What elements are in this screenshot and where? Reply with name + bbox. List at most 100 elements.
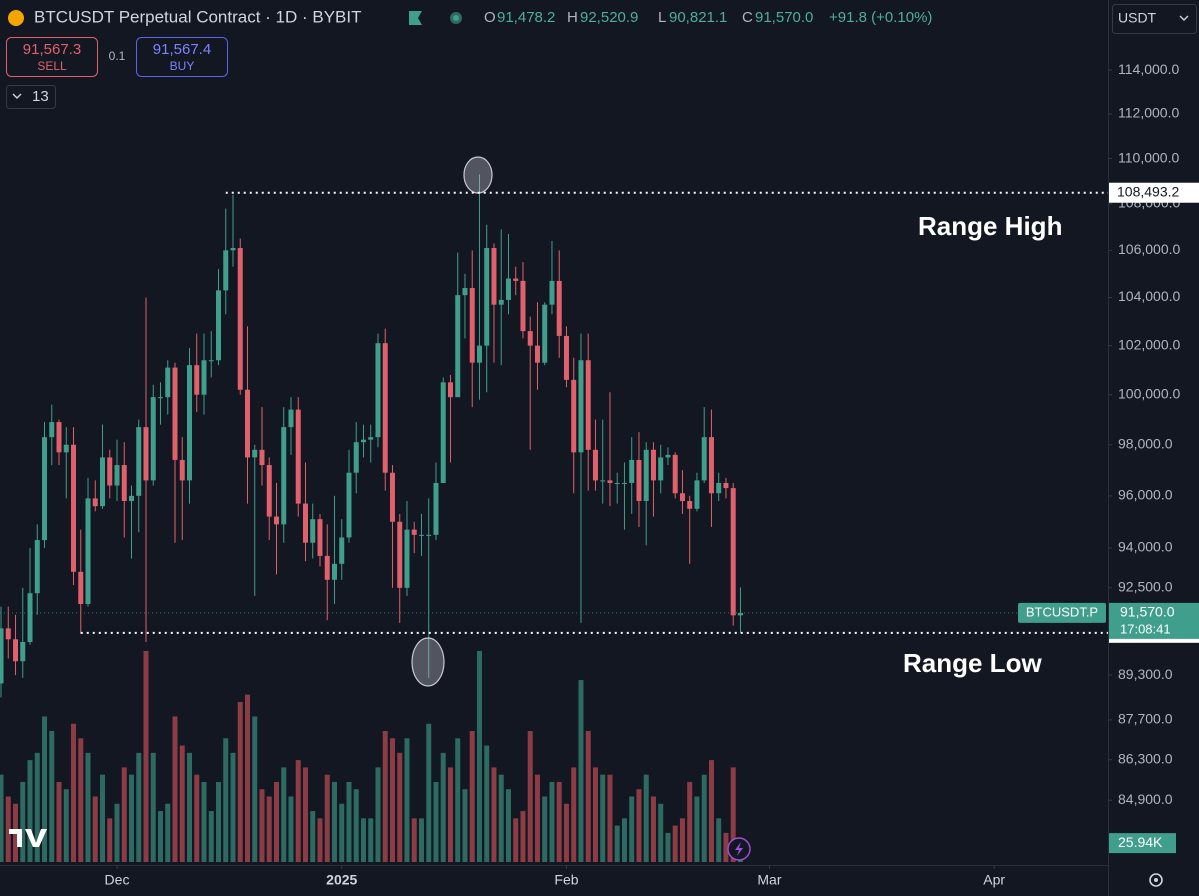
volume-bar xyxy=(607,774,613,862)
volume-bar xyxy=(556,781,562,862)
ohlc-value: 90,821.1 xyxy=(669,9,727,26)
y-tick-label: 94,000.0 xyxy=(1118,539,1173,555)
buy-button[interactable] xyxy=(136,37,228,77)
candle-body xyxy=(549,280,555,305)
volume-bar xyxy=(426,723,432,862)
volume-bar xyxy=(143,650,149,862)
candle-body xyxy=(571,379,577,453)
candle-body xyxy=(694,480,700,509)
indicator-toggle[interactable] xyxy=(6,85,56,109)
ohlc-key: H xyxy=(567,9,578,26)
sell-label: SELL xyxy=(37,59,67,73)
candle-body xyxy=(71,444,77,572)
buy-label: BUY xyxy=(170,59,195,73)
settings-icon[interactable] xyxy=(1149,873,1163,887)
candle-body xyxy=(215,290,221,361)
candle-body xyxy=(585,360,591,450)
y-tick-label: 98,000.0 xyxy=(1118,435,1173,451)
y-tick-label: 110,000.0 xyxy=(1118,149,1179,165)
candle-body xyxy=(498,299,504,305)
volume-bar xyxy=(708,760,714,862)
candle-body xyxy=(556,280,562,336)
candle-body xyxy=(368,437,374,440)
y-tick-label: 102,000.0 xyxy=(1118,336,1180,352)
volume-bar xyxy=(295,760,301,862)
candle-body xyxy=(252,449,258,458)
candle-body xyxy=(288,409,294,428)
candle-body xyxy=(665,454,671,458)
currency-select[interactable] xyxy=(1112,4,1197,34)
volume-bar xyxy=(107,818,113,862)
candle-body xyxy=(418,534,424,536)
candle-body xyxy=(317,519,323,556)
candle-body xyxy=(237,247,243,390)
price-label-box xyxy=(1109,602,1199,639)
spread: 0.1 xyxy=(109,49,126,63)
currency: USDT xyxy=(1118,10,1157,26)
volume-bar xyxy=(172,716,178,862)
level-label: 108,493.2 xyxy=(1117,183,1179,199)
candle-body xyxy=(397,521,403,588)
symbol-title: BTCUSDT Perpetual Contract · 1D · BYBIT xyxy=(34,7,362,26)
candle-body xyxy=(34,540,40,594)
volume-bar xyxy=(5,796,11,862)
volume-bar xyxy=(281,767,287,862)
volume-bar xyxy=(302,767,308,862)
candle-body xyxy=(150,397,156,481)
candle-body xyxy=(129,495,135,501)
candle-body xyxy=(310,519,316,543)
candle-body xyxy=(636,459,642,501)
volume-bar xyxy=(186,752,192,862)
volume-bar xyxy=(158,811,164,862)
volume-bar xyxy=(433,781,439,862)
highlight-ellipse xyxy=(411,637,445,687)
symbol-icon xyxy=(8,10,24,26)
candle-body xyxy=(505,278,511,300)
candle-body xyxy=(63,444,69,453)
volume-bar xyxy=(360,818,366,862)
candle-body xyxy=(78,571,84,604)
candle-body xyxy=(121,465,127,501)
volume-bar xyxy=(498,774,504,862)
sell-price: 91,567.3 xyxy=(23,41,81,58)
chevron-icon xyxy=(12,93,22,99)
volume-bar xyxy=(723,832,729,862)
volume-bar xyxy=(331,781,337,862)
candle-body xyxy=(476,345,482,363)
volume-bar xyxy=(375,767,381,862)
volume-bar xyxy=(534,774,540,862)
volume-bar xyxy=(520,811,526,862)
candle-body xyxy=(27,593,33,642)
candle-body xyxy=(42,437,48,541)
y-tick-label: 84,900.0 xyxy=(1118,791,1173,807)
y-tick-label: 87,700.0 xyxy=(1118,711,1173,727)
volume-bar xyxy=(78,738,84,862)
volume-bar xyxy=(324,774,330,862)
candle-body xyxy=(650,449,656,481)
volume-bar xyxy=(701,774,707,862)
candle-body xyxy=(411,529,417,535)
candle-body xyxy=(426,534,432,536)
volume-bar xyxy=(658,803,664,862)
candle-body xyxy=(527,331,533,346)
candle-body xyxy=(165,367,171,398)
volume-label: 25.94K xyxy=(1118,834,1163,850)
candle-body xyxy=(534,345,540,363)
candle-body xyxy=(339,537,345,564)
volume-bar xyxy=(578,680,584,862)
candle-body xyxy=(114,465,120,486)
volume-bar xyxy=(491,767,497,862)
volume-bar xyxy=(621,818,627,862)
ohlc-key: O xyxy=(484,9,496,26)
volume-bar xyxy=(136,752,142,862)
y-tick-label: 114,000.0 xyxy=(1118,61,1179,77)
sell-button[interactable] xyxy=(6,37,98,77)
countdown-label: 17:08:41 xyxy=(1120,621,1171,636)
symbol-label: BTCUSDT.P xyxy=(1026,604,1098,619)
ohlc: O 91,478.2 H 92,520.9 L 90,821.1 C 91,57… xyxy=(484,9,932,26)
x-tick-label: 2025 xyxy=(326,872,357,888)
candle-body xyxy=(143,427,149,481)
candle-body xyxy=(708,437,714,494)
volume-bar xyxy=(447,767,453,862)
